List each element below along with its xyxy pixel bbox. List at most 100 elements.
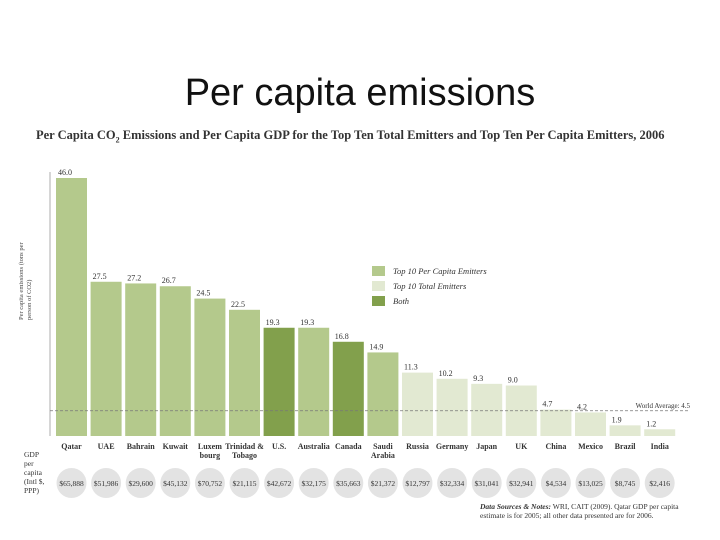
- category-label: Australia: [298, 442, 330, 451]
- legend-swatch: [372, 266, 385, 276]
- category-label: Germany: [436, 442, 468, 451]
- category-label-line: Qatar: [61, 442, 82, 451]
- category-label: India: [651, 442, 669, 451]
- gdp-value: $51,986: [94, 479, 119, 488]
- legend-swatch: [372, 281, 385, 291]
- world-average-label: World Average: 4.5: [636, 402, 691, 410]
- bar-value-label: 4.7: [542, 400, 552, 409]
- gdp-circle: [367, 468, 398, 498]
- bar-value-label: 11.3: [404, 363, 418, 372]
- category-label: Canada: [335, 442, 362, 451]
- category-label-line: Canada: [335, 442, 362, 451]
- chart-title: Per Capita CO2 Emissions and Per Capita …: [36, 128, 716, 145]
- category-label: UK: [515, 442, 528, 451]
- gdp-value: $13,025: [578, 479, 603, 488]
- category-label: Mexico: [578, 442, 603, 451]
- bar: [367, 352, 399, 436]
- bar-value-label: 4.2: [577, 402, 587, 411]
- gdp-value: $70,752: [198, 479, 223, 488]
- chart-title-subscript: 2: [115, 135, 120, 145]
- category-label-line: Brazil: [615, 442, 637, 451]
- category-label-line: Germany: [436, 442, 468, 451]
- bar-value-label: 19.3: [266, 318, 280, 327]
- bar-value-label: 26.7: [162, 276, 176, 285]
- category-label-line: Luxem: [198, 442, 222, 451]
- legend-label: Top 10 Per Capita Emitters: [393, 266, 487, 276]
- gdp-value: $21,372: [371, 479, 396, 488]
- bar-value-label: 16.8: [335, 332, 349, 341]
- bar: [263, 327, 295, 436]
- bar: [436, 378, 468, 436]
- bar: [471, 383, 503, 436]
- gdp-circle: [471, 468, 502, 498]
- gdp-value: $4,534: [546, 479, 567, 488]
- bar-value-label: 1.9: [612, 415, 622, 424]
- gdp-value: $8,745: [615, 479, 636, 488]
- gdp-circle: [540, 468, 571, 498]
- bar-value-label: 46.0: [58, 168, 72, 177]
- bar: [540, 409, 572, 436]
- bar: [229, 309, 260, 436]
- gdp-row-label: GDP per capita (Intl $, PPP): [24, 450, 45, 495]
- category-label-line: U.S.: [272, 442, 286, 451]
- gdp-circle: [610, 468, 641, 498]
- gdp-value: $32,334: [440, 479, 465, 488]
- category-label-line: Arabia: [371, 451, 395, 460]
- source-note-text: WRI, CAIT (2009). Qatar GDP per capita e…: [480, 502, 679, 520]
- category-label: Saudi Arabia: [371, 442, 395, 460]
- gdp-circle: [125, 468, 156, 498]
- slide-title: Per capita emissions: [184, 72, 536, 114]
- bar-value-label: 27.2: [127, 273, 141, 282]
- category-label: U.S.: [272, 442, 286, 451]
- category-label-line: Saudi: [373, 442, 393, 451]
- category-label-line: Australia: [298, 442, 330, 451]
- category-label: Qatar: [61, 442, 82, 451]
- bar-value-label: 19.3: [300, 318, 314, 327]
- gdp-circle: [56, 468, 87, 498]
- category-label-line: Japan: [476, 442, 497, 451]
- category-label-line: UAE: [98, 442, 115, 451]
- gdp-value: $21,115: [232, 479, 256, 488]
- bar: [159, 286, 191, 436]
- chart-title-end: Emissions and Per Capita GDP for the Top…: [119, 128, 665, 142]
- category-label: Japan: [476, 442, 497, 451]
- category-label-line: UK: [515, 442, 528, 451]
- category-label: Kuwait: [163, 442, 189, 451]
- gdp-value: $31,041: [475, 479, 500, 488]
- category-label: UAE: [98, 442, 115, 451]
- gdp-circle: [644, 468, 675, 498]
- category-label: Russia: [406, 442, 429, 451]
- gdp-circle: [194, 468, 225, 498]
- bar-value-label: 14.9: [369, 342, 383, 351]
- bar: [90, 281, 122, 436]
- chart-title-start: Per Capita CO: [36, 128, 116, 142]
- source-note-heading: Data Sources & Notes:: [480, 502, 552, 511]
- category-label: Luxem bourg: [198, 442, 222, 460]
- category-label-line: Kuwait: [163, 442, 189, 451]
- bar-value-label: 24.5: [196, 289, 210, 298]
- bar: [609, 425, 641, 436]
- bar: [332, 341, 364, 436]
- gdp-value: $12,797: [405, 479, 430, 488]
- category-label-line: Trinidad &: [225, 442, 264, 451]
- gdp-value: $42,672: [267, 479, 292, 488]
- gdp-value: $2,416: [649, 479, 670, 488]
- gdp-circle: [402, 468, 433, 498]
- gdp-circle: [506, 468, 537, 498]
- legend-swatch: [372, 296, 385, 306]
- bar: [194, 298, 226, 436]
- bar-value-label: 10.2: [439, 369, 453, 378]
- category-label-line: Mexico: [578, 442, 603, 451]
- category-label-line: Bahrain: [127, 442, 156, 451]
- bar-value-label: 9.0: [508, 376, 518, 385]
- gdp-value: $45,132: [163, 479, 188, 488]
- category-label-line: Russia: [406, 442, 429, 451]
- gdp-circle: [333, 468, 364, 498]
- category-label-line: bourg: [200, 451, 220, 460]
- bar: [125, 283, 157, 436]
- category-label-line: China: [545, 442, 566, 451]
- gdp-circle: [298, 468, 329, 498]
- category-label: Brazil: [615, 442, 637, 451]
- bar-value-label: 9.3: [473, 374, 483, 383]
